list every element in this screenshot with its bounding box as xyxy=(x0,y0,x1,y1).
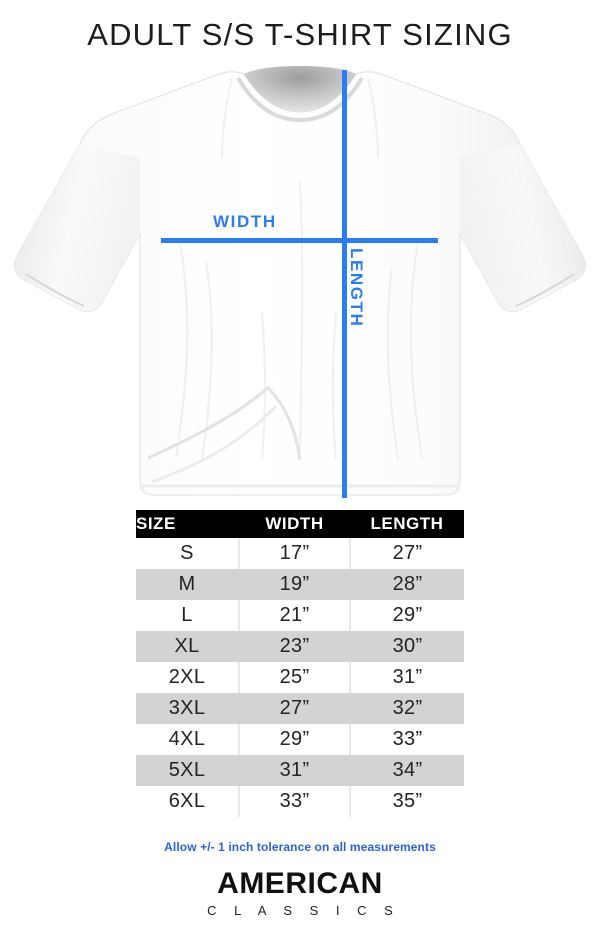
table-row: 5XL 31” 34” xyxy=(136,755,464,786)
cell-size: 2XL xyxy=(136,662,240,693)
table-row: XL 23” 30” xyxy=(136,631,464,662)
brand-name-primary: AMERICAN xyxy=(217,867,383,900)
cell-width: 31” xyxy=(239,755,351,786)
cell-size: 6XL xyxy=(136,786,240,817)
fabric-folds xyxy=(175,181,423,461)
tshirt-diagram: WIDTH LENGTH xyxy=(0,62,600,504)
cell-length: 32” xyxy=(350,693,464,724)
column-header-size: SIZE xyxy=(136,510,239,538)
table-row: M 19” 28” xyxy=(136,569,464,600)
table-row: 4XL 29” 33” xyxy=(136,724,464,755)
cell-length: 35” xyxy=(350,786,464,817)
table-row: 6XL 33” 35” xyxy=(136,786,464,817)
cell-width: 21” xyxy=(239,600,351,631)
brand-name-secondary: C L A S S I C S xyxy=(207,902,400,918)
cell-length: 29” xyxy=(350,600,464,631)
cell-size: 4XL xyxy=(136,724,240,755)
shoulder-seam-left xyxy=(221,77,233,159)
table-row: L 21” 29” xyxy=(136,600,464,631)
tolerance-note: Allow +/- 1 inch tolerance on all measur… xyxy=(164,840,436,854)
shirt-collar xyxy=(244,66,356,112)
sleeve-hem-left xyxy=(25,273,85,307)
cell-length: 28” xyxy=(350,569,464,600)
column-header-width: WIDTH xyxy=(239,510,350,538)
page-title: ADULT S/S T-SHIRT SIZING xyxy=(87,17,513,52)
cell-length: 30” xyxy=(350,631,464,662)
cell-length: 31” xyxy=(350,662,464,693)
cell-width: 33” xyxy=(239,786,351,817)
column-header-length: LENGTH xyxy=(350,510,464,538)
table-row: 3XL 27” 32” xyxy=(136,693,464,724)
cell-width: 17” xyxy=(239,538,351,569)
shirt-sleeve-right xyxy=(460,144,586,312)
sleeve-hem-right xyxy=(515,273,575,307)
table-header-row: SIZE WIDTH LENGTH xyxy=(136,510,464,538)
cell-length: 34” xyxy=(350,755,464,786)
cell-size: L xyxy=(136,600,240,631)
table-body: S 17” 27” M 19” 28” L 21” 29” XL 23” 30”… xyxy=(136,538,464,817)
shoulder-seam-right xyxy=(367,77,379,159)
cell-size: S xyxy=(136,538,240,569)
cell-width: 27” xyxy=(239,693,351,724)
cell-width: 25” xyxy=(239,662,351,693)
table-row: S 17” 27” xyxy=(136,538,464,569)
cell-size: XL xyxy=(136,631,240,662)
tshirt-icon xyxy=(13,66,587,496)
size-chart-table: SIZE WIDTH LENGTH S 17” 27” M 19” 28” L … xyxy=(136,510,464,817)
cell-width: 23” xyxy=(239,631,351,662)
cell-width: 19” xyxy=(239,569,351,600)
hem-drape-fold-2 xyxy=(151,404,278,484)
cell-size: 3XL xyxy=(136,693,240,724)
brand-logo: AMERICAN C L A S S I C S xyxy=(0,868,600,918)
cell-length: 27” xyxy=(350,538,464,569)
cell-width: 29” xyxy=(239,724,351,755)
cell-size: M xyxy=(136,569,240,600)
cell-size: 5XL xyxy=(136,755,240,786)
hem-drape-fold xyxy=(147,385,302,461)
cell-length: 33” xyxy=(350,724,464,755)
table-row: 2XL 25” 31” xyxy=(136,662,464,693)
shirt-sleeve-left xyxy=(14,144,141,312)
